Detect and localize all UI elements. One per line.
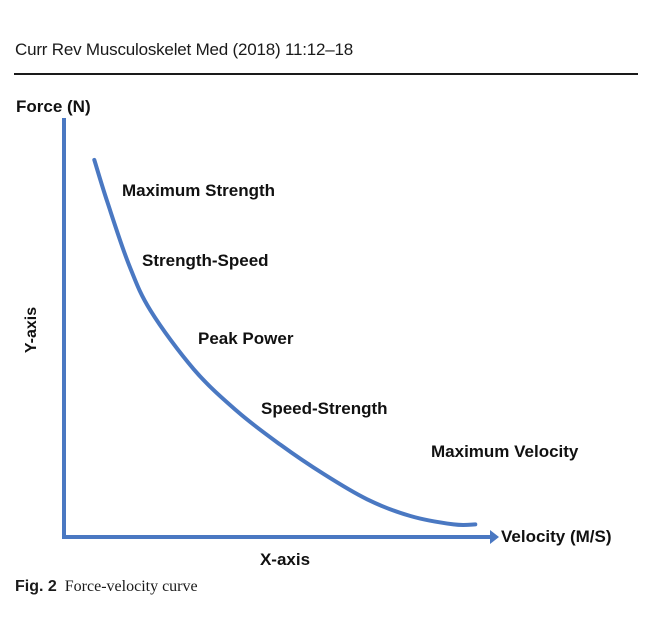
annotation-speed-strength: Speed-Strength: [261, 399, 388, 418]
figure-caption: Fig. 2 Force-velocity curve: [15, 578, 198, 596]
header-rule: [14, 73, 638, 75]
annotation-strength-speed: Strength-Speed: [142, 251, 269, 270]
figure-caption-text: Force-velocity curve: [64, 578, 198, 595]
y-axis-top-label: Force (N): [16, 97, 91, 116]
x-axis-arrow: [490, 530, 499, 544]
annotation-maximum-velocity: Maximum Velocity: [431, 442, 579, 461]
annotation-peak-power: Peak Power: [198, 329, 294, 348]
y-axis-label: Y-axis: [23, 307, 40, 353]
x-axis-label: X-axis: [260, 550, 310, 569]
annotation-maximum-strength: Maximum Strength: [122, 181, 275, 200]
figure-label: Fig. 2: [15, 578, 57, 595]
force-velocity-curve: [92, 157, 478, 528]
journal-header: Curr Rev Musculoskelet Med (2018) 11:12–…: [15, 40, 354, 59]
x-axis-end-label: Velocity (M/S): [501, 527, 612, 546]
